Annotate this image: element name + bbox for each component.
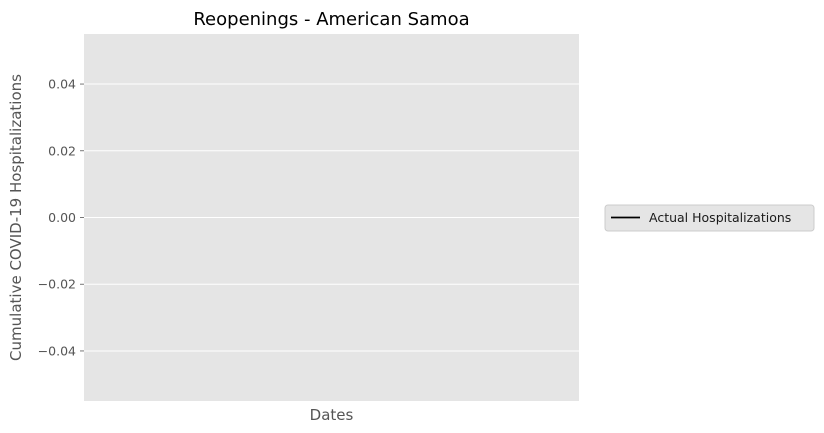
y-tick-label: 0.00 [48, 210, 76, 225]
legend-label-actual-hospitalizations: Actual Hospitalizations [649, 210, 791, 225]
y-tick-label: 0.02 [48, 143, 76, 158]
chart-title: Reopenings - American Samoa [193, 9, 469, 30]
y-tick-label: −0.04 [38, 343, 76, 358]
x-axis-label: Dates [310, 406, 354, 424]
legend-box [604, 204, 815, 232]
grid-lines [84, 83, 579, 352]
y-tick-label: −0.02 [38, 277, 76, 292]
y-ticks: 0.04 0.02 0.00 −0.02 −0.04 [38, 77, 84, 358]
y-axis-label: Cumulative COVID-19 Hospitalizations [7, 74, 25, 361]
legend: Actual Hospitalizations [604, 204, 815, 232]
y-tick-label: 0.04 [48, 77, 76, 92]
